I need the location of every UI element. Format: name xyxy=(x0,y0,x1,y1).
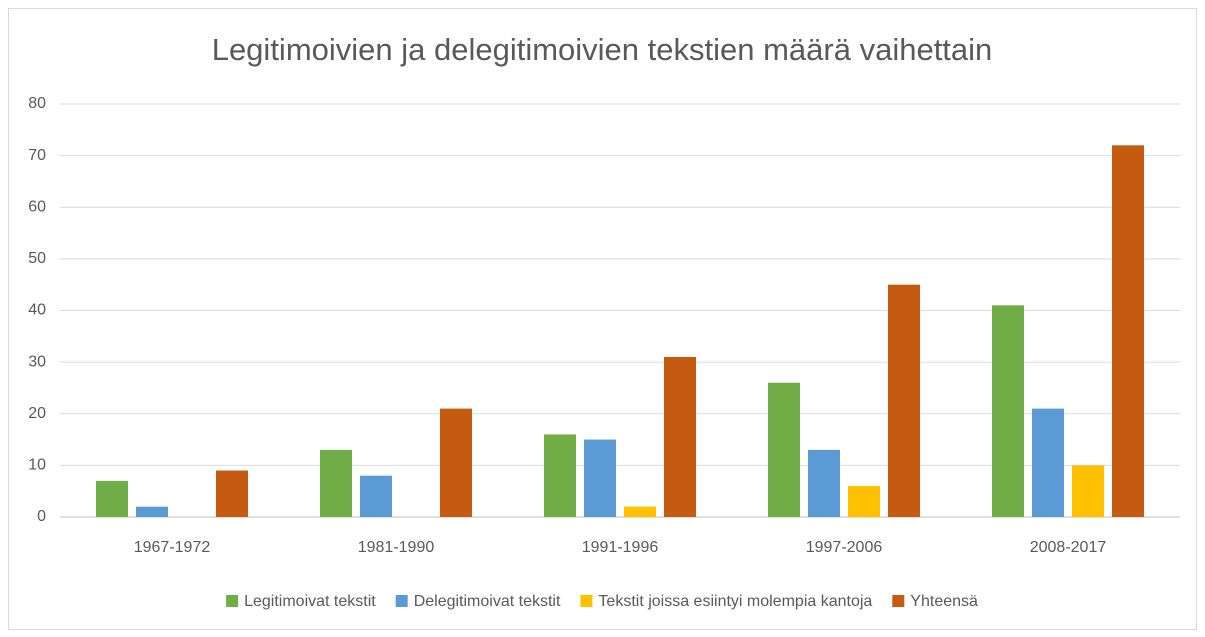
bar xyxy=(320,449,352,517)
bar xyxy=(136,506,168,517)
bar xyxy=(360,475,392,517)
x-tick-label: 2008-2017 xyxy=(1030,539,1107,556)
bar xyxy=(584,439,616,517)
y-tick-label: 10 xyxy=(28,457,46,474)
legend-swatch xyxy=(226,595,239,607)
bar xyxy=(624,506,656,517)
chart-title: Legitimoivien ja delegitimoivien tekstie… xyxy=(212,32,993,67)
y-tick-label: 60 xyxy=(28,198,46,215)
y-tick-label: 0 xyxy=(37,508,46,525)
bar xyxy=(1072,465,1104,517)
y-tick-label: 80 xyxy=(28,95,46,112)
bar xyxy=(440,408,472,517)
y-tick-label: 40 xyxy=(28,302,46,319)
legend-label: Tekstit joissa esiintyi molempia kantoja xyxy=(598,593,872,610)
bar xyxy=(992,305,1024,517)
x-tick-label: 1981-1990 xyxy=(358,539,435,556)
legend-label: Yhteensä xyxy=(910,593,978,610)
y-tick-label: 30 xyxy=(28,353,46,370)
legend-label: Legitimoivat tekstit xyxy=(244,593,376,610)
bar xyxy=(1112,145,1144,518)
bar xyxy=(848,486,880,517)
x-tick-label: 1997-2006 xyxy=(806,539,883,556)
bar xyxy=(768,382,800,517)
bar xyxy=(96,480,128,517)
bar xyxy=(808,449,840,517)
x-tick-label: 1991-1996 xyxy=(582,539,659,556)
bar xyxy=(1032,408,1064,517)
bar xyxy=(216,470,248,517)
bar xyxy=(664,356,696,517)
legend-swatch xyxy=(892,595,905,607)
legend-swatch xyxy=(395,595,408,607)
y-tick-label: 50 xyxy=(28,250,46,267)
y-tick-label: 70 xyxy=(28,147,46,164)
x-tick-label: 1967-1972 xyxy=(134,539,211,556)
bar xyxy=(544,434,576,517)
legend-swatch xyxy=(580,595,593,607)
legend: Legitimoivat tekstit Delegitimoivat tekst… xyxy=(226,593,978,610)
y-tick-label: 20 xyxy=(28,405,46,422)
legend-label: Delegitimoivat tekstit xyxy=(414,593,561,610)
bar xyxy=(888,284,920,517)
